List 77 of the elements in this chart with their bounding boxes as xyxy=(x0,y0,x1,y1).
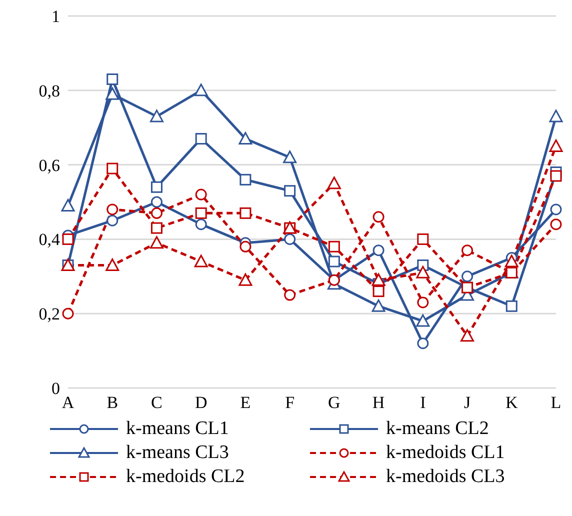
point xyxy=(62,233,74,245)
point xyxy=(195,207,207,219)
point xyxy=(195,218,207,230)
legend-label: k-medoids CL1 xyxy=(386,442,505,464)
point xyxy=(195,133,207,145)
point xyxy=(195,188,207,200)
point xyxy=(150,181,162,193)
point xyxy=(417,296,429,308)
y-tick-label: 0,8 xyxy=(38,81,60,100)
point xyxy=(283,150,297,164)
y-tick-label: 0,6 xyxy=(38,156,60,175)
point xyxy=(61,198,75,212)
y-tick-label: 0,4 xyxy=(38,230,60,250)
point xyxy=(549,139,563,152)
point xyxy=(194,254,208,268)
point xyxy=(240,207,252,219)
x-tick-label: D xyxy=(194,393,208,412)
point xyxy=(462,270,474,282)
x-tick-label: J xyxy=(464,393,471,412)
x-tick-label: H xyxy=(372,393,385,412)
point xyxy=(460,329,474,342)
point xyxy=(372,211,384,223)
point xyxy=(150,222,162,234)
legend-label: k-means CL1 xyxy=(126,418,229,440)
x-tick-label: G xyxy=(328,393,340,412)
x-tick-label: B xyxy=(106,393,118,412)
x-tick-label: A xyxy=(62,393,75,412)
point xyxy=(238,273,252,286)
x-tick-label: L xyxy=(550,393,562,412)
point xyxy=(417,233,429,245)
x-tick-label: F xyxy=(285,393,295,412)
point xyxy=(106,73,118,85)
legend-label: k-medoids CL2 xyxy=(126,466,245,488)
y-tick-label: 1 xyxy=(52,7,60,26)
point xyxy=(328,256,340,268)
point xyxy=(240,240,252,252)
point xyxy=(506,300,518,312)
point xyxy=(416,266,430,278)
point xyxy=(550,170,562,182)
point xyxy=(150,110,164,122)
point xyxy=(106,204,118,216)
point xyxy=(284,185,296,197)
point xyxy=(372,286,384,298)
x-tick-label: I xyxy=(420,393,426,412)
point xyxy=(150,196,162,208)
point xyxy=(284,233,296,245)
point xyxy=(106,87,120,100)
point xyxy=(328,240,340,252)
legend-label: k-medoids CL3 xyxy=(386,466,505,488)
point xyxy=(372,273,386,286)
point xyxy=(327,176,341,190)
point xyxy=(238,132,252,145)
legend-label: k-means CL3 xyxy=(126,442,229,464)
point xyxy=(550,218,562,230)
point xyxy=(240,174,252,186)
point xyxy=(504,254,518,268)
point xyxy=(106,162,118,174)
legend-label: k-means CL2 xyxy=(386,418,489,440)
point xyxy=(416,314,430,327)
point xyxy=(62,308,74,320)
x-tick-label: C xyxy=(151,393,162,412)
point xyxy=(194,84,208,96)
point xyxy=(106,258,120,271)
point xyxy=(550,204,562,216)
point xyxy=(417,338,429,350)
x-tick-label: E xyxy=(240,393,251,412)
point xyxy=(150,207,162,219)
y-tick-label: 0 xyxy=(52,379,60,398)
point xyxy=(284,289,296,301)
point xyxy=(372,299,386,312)
point xyxy=(106,214,118,226)
point xyxy=(462,244,474,256)
point xyxy=(549,110,563,122)
y-tick-label: 0,2 xyxy=(38,304,60,324)
x-tick-label: K xyxy=(505,393,518,412)
point xyxy=(372,244,384,256)
point xyxy=(150,236,164,249)
